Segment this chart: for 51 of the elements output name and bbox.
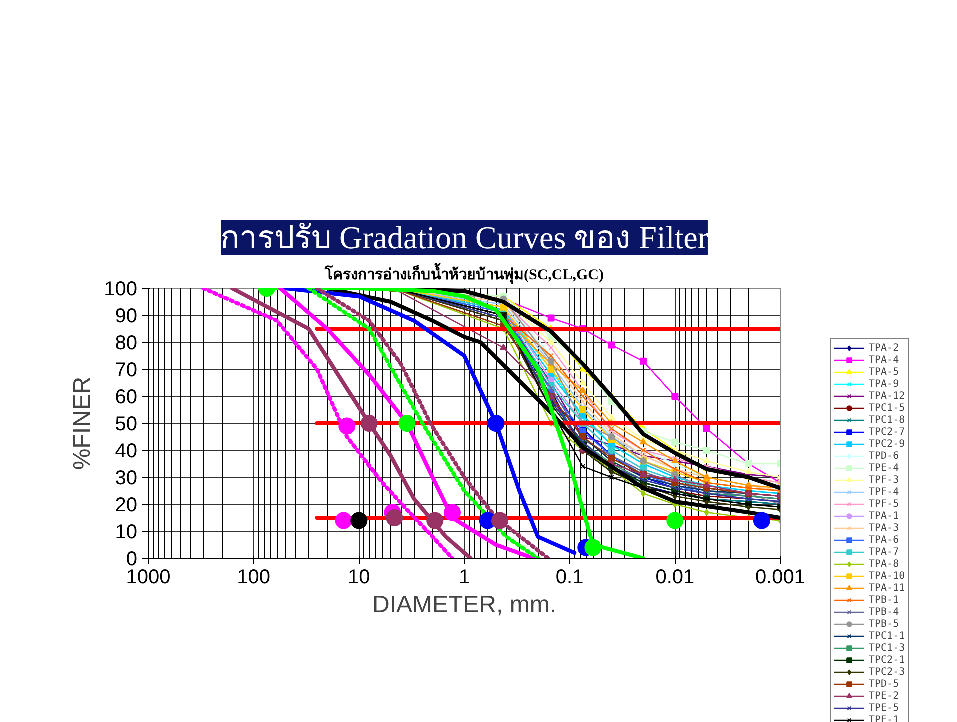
y-tick-label: 70 [115, 360, 138, 382]
legend-label: TPA-2 [869, 342, 900, 354]
legend-label: TPA-7 [869, 546, 900, 558]
x-tick-label: 1 [458, 566, 470, 588]
legend-label: TPF-3 [869, 474, 900, 486]
legend-label: TPB-5 [869, 618, 900, 630]
y-tick-label: 50 [115, 414, 138, 436]
legend-label: TPE-2 [869, 690, 900, 702]
y-tick-label: 40 [115, 440, 138, 462]
legend-label: TPA-1 [869, 510, 900, 522]
legend-label: TPF-4 [869, 486, 900, 498]
legend-label: TPA-3 [869, 522, 900, 534]
legend-label: TPE-4 [869, 462, 900, 474]
legend-label: TPA-4 [869, 354, 900, 366]
y-tick-label: 30 [115, 468, 138, 490]
y-tick-label: 60 [115, 386, 138, 408]
y-tick-label: 90 [115, 306, 138, 328]
y-tick-label: 10 [115, 522, 138, 544]
x-tick-label: 0.1 [556, 566, 584, 588]
legend-label: TPB-4 [869, 606, 900, 618]
legend-label: TPC1-5 [869, 402, 906, 414]
x-tick-label: 10 [348, 566, 370, 588]
legend-label: TPA-8 [869, 558, 900, 570]
legend-label: TPA-12 [869, 390, 906, 402]
x-tick-label: 0.001 [755, 566, 806, 588]
legend-label: TPE-5 [869, 702, 900, 714]
legend-label: TPA-11 [869, 582, 906, 594]
legend-label: TPC1-8 [869, 414, 906, 426]
legend-label: TPA-6 [869, 534, 900, 546]
legend-label: TPC2-9 [869, 438, 906, 450]
x-tick-label: 0.01 [656, 566, 695, 588]
legend-label: TPC2-7 [869, 426, 906, 438]
legend-label: TPA-5 [869, 366, 900, 378]
y-tick-label: 80 [115, 332, 138, 354]
legend-label: TPB-1 [869, 594, 900, 606]
legend-label: TPC2-1 [869, 654, 906, 666]
legend-label: TPD-5 [869, 678, 900, 690]
legend-label: TPC1-1 [869, 630, 906, 642]
x-axis-title: DIAMETER, mm. [372, 592, 556, 618]
chart-title: การปรับ Gradation Curves ของ Filter [220, 220, 709, 256]
legend-label: TPD-6 [869, 450, 900, 462]
legend-label: TPA-10 [869, 570, 906, 582]
legend-label: TPF-5 [869, 498, 900, 510]
chart-subtitle: โครงการอ่างเก็บน้ำห้วยบ้านพุ่ม(SC,CL,GC) [324, 262, 604, 284]
legend-label: TPC1-3 [869, 642, 906, 654]
y-tick-label: 20 [115, 494, 138, 516]
y-tick-label: 100 [104, 278, 138, 300]
legend-label: TPC2-3 [869, 666, 906, 678]
legend-label: TPA-9 [869, 378, 900, 390]
x-tick-label: 100 [237, 566, 271, 588]
y-axis-title: %FINER [69, 376, 96, 470]
